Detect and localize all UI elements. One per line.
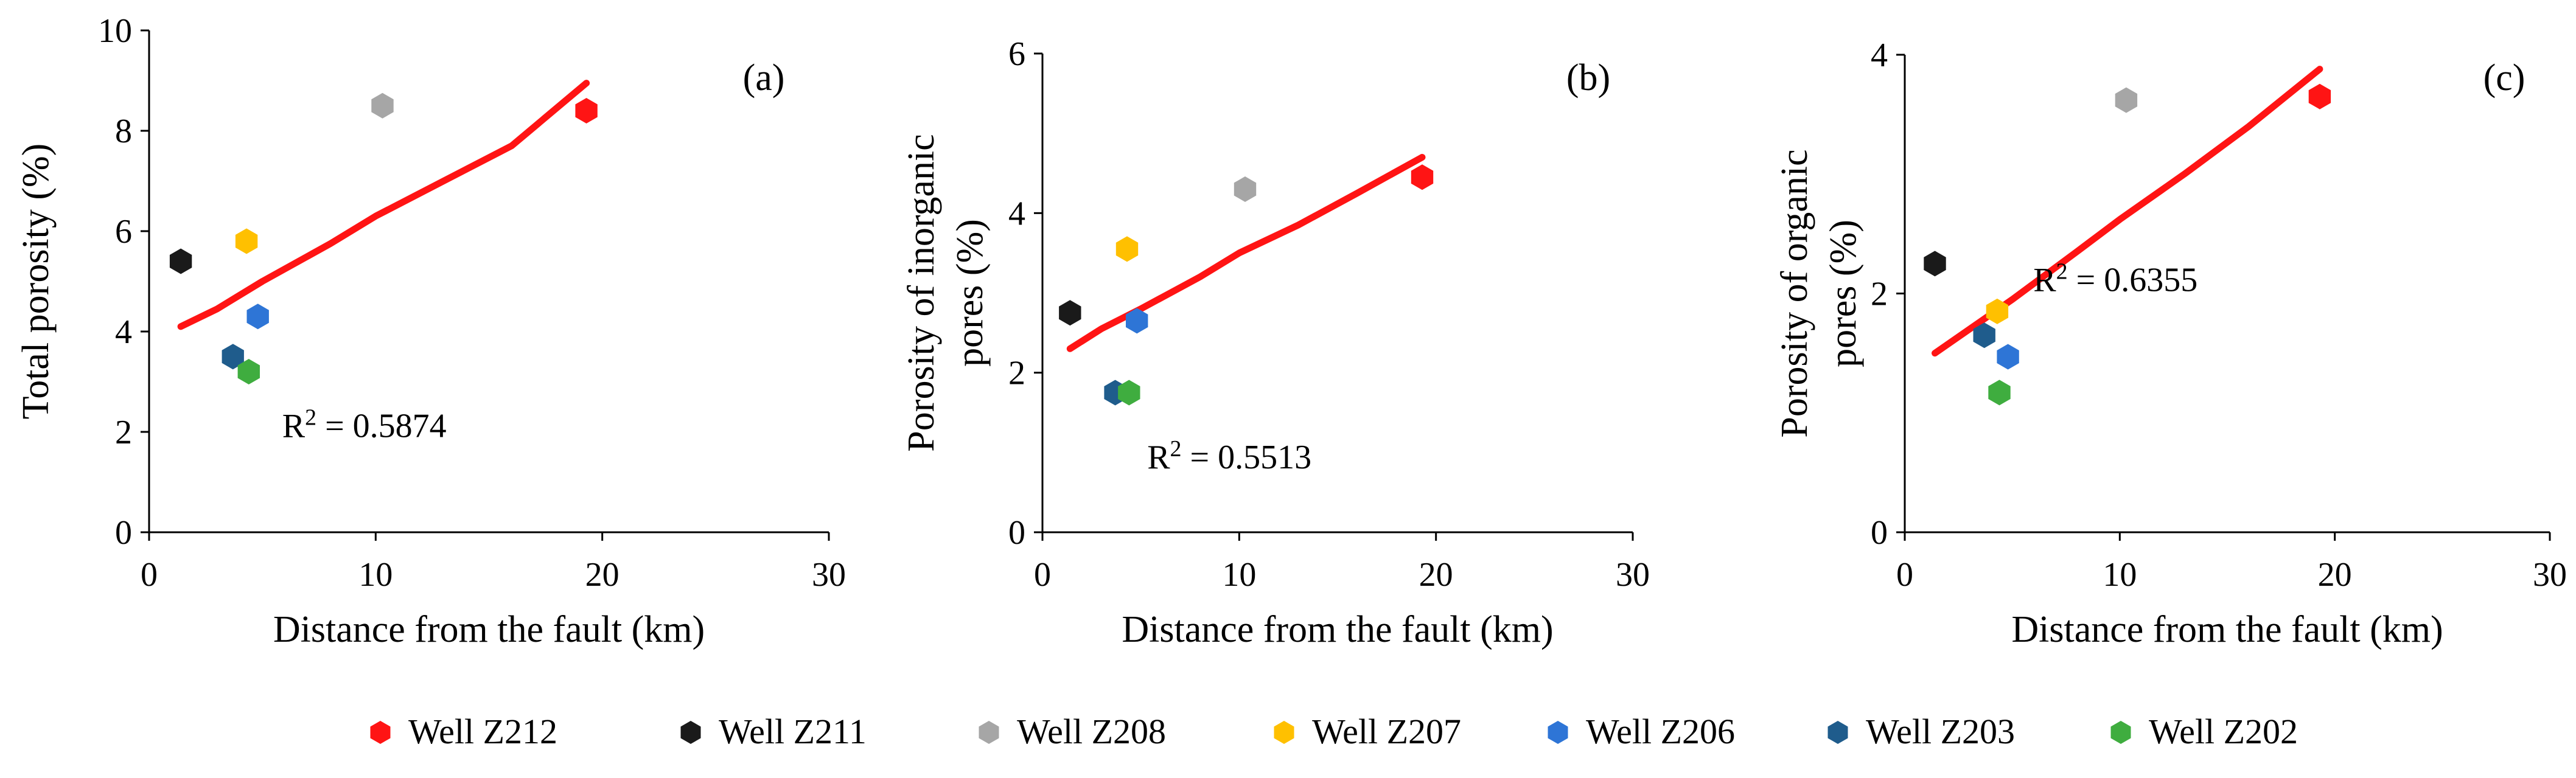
panel-label: (b) [1566, 57, 1610, 99]
x-tick-label: 0 [1896, 556, 1913, 594]
legend-label: Well Z212 [408, 712, 557, 751]
r-squared-label: R2 = 0.6355 [2033, 259, 2197, 299]
y-tick-label: 2 [1871, 276, 1888, 313]
point-well-z207 [1986, 298, 2009, 324]
legend-item-z208: Well Z208 [979, 712, 1166, 751]
x-tick-label: 30 [812, 556, 846, 594]
y-tick-label: 6 [1008, 35, 1025, 73]
point-well-z211 [1059, 300, 1081, 326]
legend-marker [370, 721, 391, 744]
x-axis-title: Distance from the fault (km) [273, 609, 705, 650]
x-axis-title: Distance from the fault (km) [1122, 609, 1553, 650]
y-tick-label: 10 [98, 12, 132, 50]
legend-label: Well Z211 [719, 712, 867, 751]
legend: Well Z212 Well Z211 Well Z208 Well Z207 Well… [370, 712, 2298, 751]
legend-label: Well Z208 [1017, 712, 1166, 751]
legend-marker [979, 721, 999, 744]
point-well-z211 [169, 248, 192, 274]
legend-label: Well Z207 [1312, 712, 1461, 751]
legend-item-z203: Well Z203 [1827, 712, 2015, 751]
y-tick-label: 4 [115, 313, 132, 351]
point-well-z212 [2308, 83, 2331, 109]
y-tick-label: 0 [1008, 514, 1025, 552]
point-well-z212 [575, 98, 598, 123]
panel-label: (c) [2484, 57, 2525, 99]
chart-panel-a: 0 2 4 6 8 10 0 10 20 30 Distance from the fault (k… [15, 12, 846, 650]
y-axis-title-line-2: pores (%) [949, 219, 991, 367]
trend-line [1932, 66, 2323, 357]
panel-label: (a) [743, 57, 785, 99]
y-axis-title-line-2: pores (%) [1823, 220, 1864, 367]
y-tick-label: 2 [1008, 355, 1025, 392]
point-well-z207 [1115, 236, 1139, 262]
r-squared-label: R2 = 0.5513 [1147, 436, 1311, 476]
y-tick-label: 6 [115, 213, 132, 251]
y-axis-title-line-1: Total porosity (%) [15, 144, 57, 420]
legend-marker [1827, 721, 1848, 744]
point-well-z206 [1997, 344, 2019, 370]
point-well-z206 [246, 304, 269, 330]
x-tick-label: 0 [141, 556, 158, 594]
legend-item-z207: Well Z207 [1274, 712, 1461, 751]
point-well-z208 [2115, 87, 2138, 113]
x-tick-label: 30 [1616, 556, 1650, 594]
y-tick-label: 2 [115, 414, 132, 451]
legend-label: Well Z202 [2149, 712, 2298, 751]
y-tick-label: 4 [1871, 36, 1888, 74]
point-well-z203 [222, 344, 244, 370]
trend-line [177, 80, 590, 330]
y-tick-label: 4 [1008, 195, 1025, 232]
r-squared-label: R2 = 0.5874 [282, 405, 447, 445]
x-tick-label: 10 [2103, 556, 2137, 594]
point-well-z206 [1126, 308, 1148, 334]
x-tick-label: 10 [358, 556, 393, 594]
point-well-z208 [1234, 176, 1257, 202]
point-well-z207 [235, 228, 258, 254]
y-axis-title-line-1: Porosity of organic [1774, 149, 1815, 437]
x-tick-label: 20 [585, 556, 620, 594]
legend-item-z202: Well Z202 [2110, 712, 2298, 751]
point-well-z202 [1988, 380, 2011, 406]
y-tick-label: 0 [115, 514, 132, 552]
x-tick-label: 20 [1419, 556, 1453, 594]
chart-panel-c: 0 2 4 0 10 20 30 Distance from the fault (km) Po… [1774, 36, 2567, 650]
legend-label: Well Z206 [1586, 712, 1735, 751]
point-well-z202 [1118, 380, 1140, 406]
y-axis-title-line-1: Porosity of inorganic [901, 134, 942, 451]
legend-item-z211: Well Z211 [680, 712, 867, 751]
legend-label: Well Z203 [1866, 712, 2015, 751]
legend-item-z206: Well Z206 [1548, 712, 1735, 751]
chart-panel-b: 0 2 4 6 0 10 20 30 Distance from the fault (km) P… [901, 35, 1650, 650]
x-tick-label: 30 [2533, 556, 2567, 594]
legend-marker [1548, 721, 1568, 744]
point-well-z212 [1411, 164, 1434, 190]
point-well-z203 [1973, 322, 1995, 349]
legend-item-z212: Well Z212 [370, 712, 557, 751]
trend-line [1066, 154, 1426, 352]
y-tick-label: 8 [115, 113, 132, 150]
point-well-z202 [237, 359, 260, 384]
point-well-z211 [1924, 251, 1946, 277]
point-well-z208 [371, 92, 394, 119]
x-tick-label: 0 [1034, 556, 1051, 594]
x-tick-label: 10 [1222, 556, 1256, 594]
legend-marker [680, 721, 701, 744]
x-axis-title: Distance from the fault (km) [2011, 609, 2443, 650]
x-tick-label: 20 [2318, 556, 2352, 594]
y-tick-label: 0 [1871, 514, 1888, 552]
legend-marker [1274, 721, 1294, 744]
legend-marker [2110, 721, 2131, 744]
